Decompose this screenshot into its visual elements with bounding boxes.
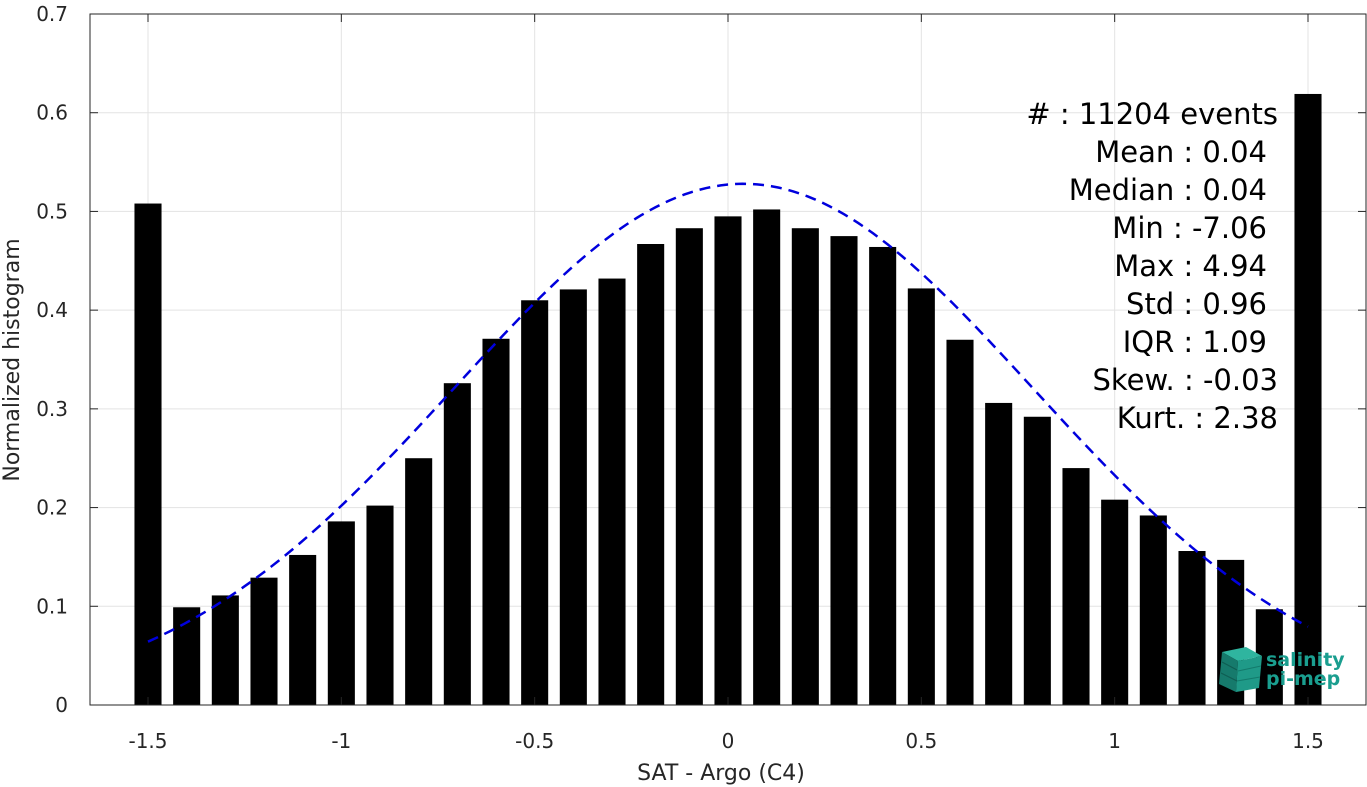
stats-box: # : 11204 events Mean : 0.04 Median : 0.… (1026, 97, 1278, 435)
histogram-bar (869, 246, 897, 706)
histogram-bar (946, 339, 974, 705)
stat-median: Median : 0.04 (1069, 173, 1267, 207)
histogram-bar (289, 554, 317, 705)
axis-ticks (90, 13, 1366, 706)
logo-line-salinity: salinity (1266, 649, 1345, 671)
histogram-bar (1178, 551, 1206, 705)
histogram-bar (598, 278, 626, 705)
histogram-bar (1139, 515, 1167, 705)
x-tick-label: 1.5 (1292, 729, 1324, 753)
x-tick-label: -1.5 (128, 729, 167, 753)
histogram-bar (791, 228, 819, 705)
y-tick-label: 0.5 (36, 199, 68, 223)
histogram-bar (1062, 468, 1090, 705)
histogram-bar (559, 289, 587, 705)
histogram-bar (482, 338, 510, 705)
y-tick-label: 0.6 (36, 101, 68, 125)
histogram-bar (637, 244, 665, 706)
x-tick-label: 0 (722, 729, 735, 753)
x-axis-title: SAT - Argo (C4) (637, 761, 805, 786)
y-tick-label: 0.2 (36, 496, 68, 520)
y-tick-label: 0.4 (36, 298, 68, 322)
histogram-bar (675, 228, 703, 705)
y-axis-title: Normalized histogram (0, 238, 25, 481)
salinity-pi-mep-logo: salinity pi-mep (1219, 647, 1345, 692)
x-tick-label: 0.5 (905, 729, 937, 753)
histogram-bar (907, 288, 935, 705)
histogram-bar (714, 216, 742, 705)
histogram-bar (1023, 416, 1051, 705)
stat-iqr: IQR : 1.09 (1123, 325, 1267, 359)
stat-events: # : 11204 events (1026, 97, 1278, 131)
histogram-bar (134, 203, 162, 705)
histogram-bar (327, 521, 355, 705)
y-tick-labels: 0 0.1 0.2 0.3 0.4 0.5 0.6 0.7 (36, 2, 68, 717)
histogram-bar (830, 236, 858, 705)
histogram-bar (250, 577, 278, 705)
histogram-bar (521, 300, 549, 705)
stat-std: Std : 0.96 (1126, 287, 1267, 321)
y-tick-label: 0.1 (36, 594, 68, 618)
histogram-bar (211, 595, 239, 705)
histogram-bar (405, 458, 433, 705)
histogram-bar (1101, 499, 1129, 705)
histogram-bar (1294, 93, 1322, 706)
logo-line-pi-mep: pi-mep (1266, 668, 1340, 690)
stat-kurt: Kurt. : 2.38 (1117, 401, 1278, 435)
y-tick-label: 0.7 (36, 2, 68, 26)
stat-max: Max : 4.94 (1114, 249, 1267, 283)
x-tick-label: -0.5 (515, 729, 554, 753)
stat-mean: Mean : 0.04 (1095, 135, 1267, 169)
normal-fit-curve (147, 182, 1309, 643)
stat-skew: Skew. : -0.03 (1092, 363, 1278, 397)
y-tick-label: 0.3 (36, 397, 68, 421)
histogram-bar (443, 383, 471, 705)
x-tick-label: 1 (1108, 729, 1121, 753)
y-tick-label: 0 (55, 693, 68, 717)
bars (134, 93, 1322, 706)
histogram-bar (366, 505, 394, 705)
histogram-bar (753, 209, 781, 705)
x-tick-label: -1 (331, 729, 351, 753)
histogram-bar (985, 402, 1013, 705)
stat-min: Min : -7.06 (1112, 211, 1267, 245)
cube-logo-icon (1219, 647, 1262, 692)
x-tick-labels: -1.5 -1 -0.5 0 0.5 1 1.5 (128, 729, 1323, 753)
